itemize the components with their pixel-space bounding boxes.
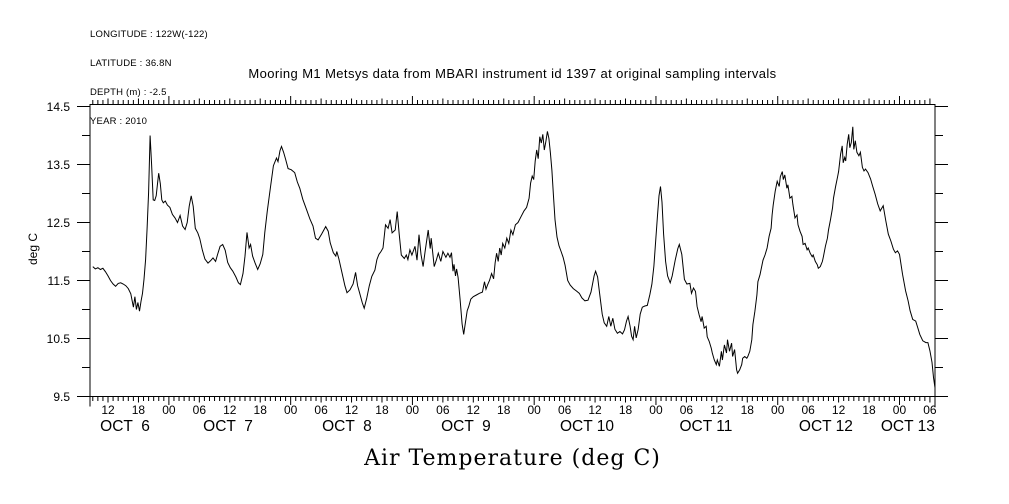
hour-tick-label: 06 bbox=[192, 403, 206, 417]
hour-tick-label: 06 bbox=[436, 403, 450, 417]
hour-tick-label: 06 bbox=[557, 403, 572, 417]
hour-tick-label: 12 bbox=[101, 403, 115, 417]
metadata-year: YEAR : 2010 bbox=[90, 115, 148, 127]
y-tick-label: 11.5 bbox=[47, 273, 70, 288]
y-tick-label: 9.5 bbox=[53, 389, 70, 404]
hour-tick-label: 06 bbox=[314, 403, 328, 417]
hour-tick-label: 00 bbox=[649, 403, 663, 417]
y-tick-label: 12.5 bbox=[46, 215, 70, 230]
hour-tick-label: 00 bbox=[527, 403, 541, 417]
hour-tick-label: 18 bbox=[618, 403, 633, 417]
metadata-longitude: LONGITUDE : 122W(-122) bbox=[90, 29, 208, 41]
hour-tick-label: 18 bbox=[497, 403, 511, 417]
hour-tick-label: 00 bbox=[162, 403, 176, 417]
date-label: OCT 7 bbox=[203, 418, 253, 435]
hour-tick-label: 18 bbox=[740, 403, 754, 417]
y-tick-label: 10.5 bbox=[46, 331, 70, 346]
x-axis-title: Air Temperature (deg C) bbox=[364, 446, 661, 471]
hour-tick-label: 00 bbox=[283, 403, 298, 417]
date-label: OCT 13 bbox=[880, 418, 935, 435]
hour-tick-label: 12 bbox=[344, 403, 359, 417]
date-label: OCT 10 bbox=[559, 418, 614, 435]
hour-tick-label: 06 bbox=[679, 403, 694, 417]
hour-tick-label: 12 bbox=[710, 403, 724, 417]
hour-tick-label: 12 bbox=[466, 403, 480, 417]
date-label: OCT 6 bbox=[100, 418, 150, 435]
air-temperature-series bbox=[92, 126, 936, 388]
y-tick-label: 13.5 bbox=[46, 157, 70, 172]
date-label: OCT 9 bbox=[441, 418, 491, 435]
hour-tick-label: 06 bbox=[923, 403, 937, 417]
metadata-depth: DEPTH (m) : -2.5 bbox=[90, 86, 167, 98]
hour-tick-label: 12 bbox=[223, 403, 237, 417]
hour-tick-label: 06 bbox=[801, 403, 815, 417]
date-label: OCT 8 bbox=[322, 418, 372, 435]
y-tick-label: 14.5 bbox=[46, 99, 70, 114]
date-label: OCT 12 bbox=[798, 418, 853, 435]
hour-tick-label: 18 bbox=[253, 403, 267, 417]
hour-tick-label: 00 bbox=[405, 403, 420, 417]
hour-tick-label: 18 bbox=[862, 403, 876, 417]
date-label: OCT 11 bbox=[679, 418, 733, 435]
metadata-block: LONGITUDE : 122W(-122) LATITUDE : 36.8N … bbox=[90, 11, 208, 145]
metadata-latitude: LATITUDE : 36.8N bbox=[90, 57, 172, 69]
plot-frame bbox=[89, 104, 936, 397]
hour-tick-label: 12 bbox=[588, 403, 602, 417]
hour-tick-label: 18 bbox=[131, 403, 146, 417]
hour-tick-label: 12 bbox=[831, 403, 846, 417]
hour-tick-label: 00 bbox=[892, 403, 907, 417]
y-axis-label: deg C bbox=[26, 232, 40, 266]
hour-tick-label: 18 bbox=[375, 403, 389, 417]
hour-tick-label: 00 bbox=[771, 403, 785, 417]
plot-title: Mooring M1 Metsys data from MBARI instru… bbox=[248, 66, 777, 81]
